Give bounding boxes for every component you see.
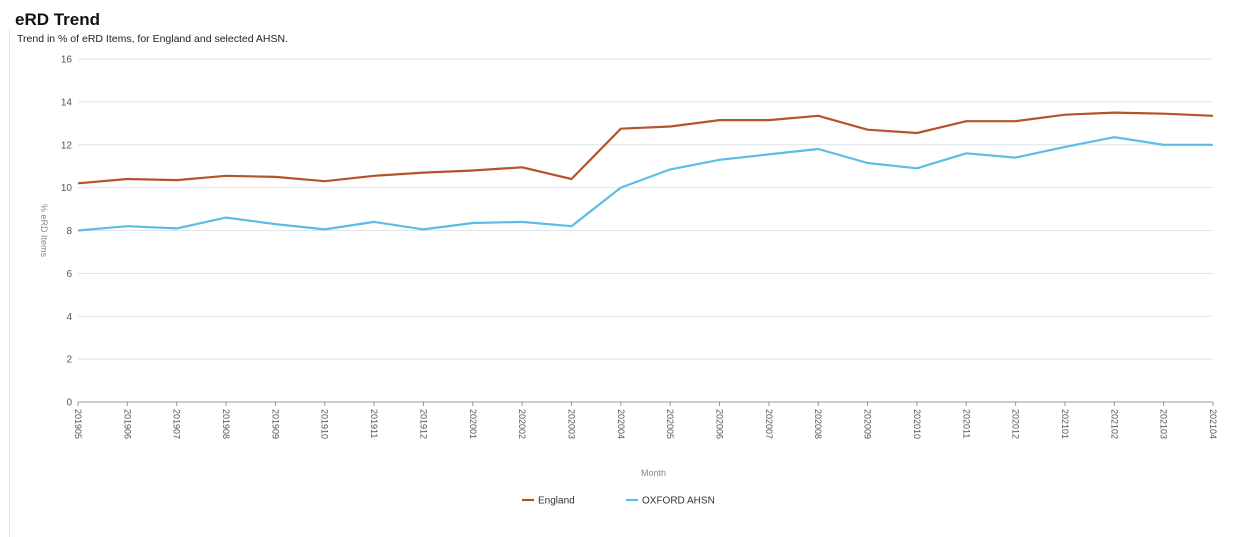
legend: England OXFORD AHSN <box>522 496 715 507</box>
x-tick-label: 202010 <box>912 409 922 439</box>
x-tick-label: 201906 <box>122 409 132 439</box>
x-tick-label: 201912 <box>418 409 428 439</box>
series-lines <box>77 111 1214 232</box>
series-line <box>77 111 1214 185</box>
x-tick-label: 202007 <box>764 409 774 439</box>
x-tick-label: 202102 <box>1109 409 1119 439</box>
x-tick-label: 201907 <box>172 409 182 439</box>
y-tick-label: 10 <box>61 183 73 194</box>
legend-label: OXFORD AHSN <box>642 496 715 507</box>
legend-label: England <box>538 496 575 507</box>
panel-border <box>9 30 10 537</box>
y-tick-label: 2 <box>66 355 72 366</box>
x-tick-label: 202002 <box>517 409 527 439</box>
y-tick-label: 16 <box>61 55 73 66</box>
x-tick-label: 202003 <box>566 409 576 439</box>
x-tick-label: 201910 <box>320 409 330 439</box>
x-tick-label: 202006 <box>715 409 725 439</box>
y-tick-label: 8 <box>66 226 72 237</box>
y-tick-label: 4 <box>66 312 72 323</box>
x-tick-label: 202004 <box>616 409 626 439</box>
x-tick-label: 202103 <box>1159 409 1169 439</box>
x-tick-label: 202012 <box>1011 409 1021 439</box>
y-axis-ticks: 0 2 4 6 8 10 12 14 16 <box>61 55 73 409</box>
chart-subtitle: Trend in % of eRD Items, for England and… <box>17 33 288 45</box>
y-axis-label: % eRD Items <box>39 204 49 258</box>
x-axis-ticks: 201905 201906 201907 201908 201909 201910 2019… <box>73 402 1218 439</box>
series-line <box>77 136 1213 232</box>
y-tick-label: 6 <box>66 269 72 280</box>
chart-title: eRD Trend <box>15 10 101 29</box>
x-tick-label: 202101 <box>1060 409 1070 439</box>
x-tick-label: 201909 <box>270 409 280 439</box>
x-tick-label: 202009 <box>863 409 873 439</box>
x-axis-label: Month <box>641 468 666 478</box>
x-tick-label: 201905 <box>73 409 83 439</box>
x-tick-label: 202005 <box>665 409 675 439</box>
x-tick-label: 202001 <box>468 409 478 439</box>
y-tick-label: 14 <box>61 97 73 108</box>
x-tick-label: 202104 <box>1208 409 1218 439</box>
gridlines <box>78 58 1213 403</box>
x-tick-label: 202008 <box>813 409 823 439</box>
x-tick-label: 201911 <box>369 409 379 438</box>
x-tick-label: 201908 <box>221 409 231 439</box>
y-tick-label: 0 <box>66 398 72 409</box>
y-tick-label: 12 <box>61 140 73 151</box>
x-tick-label: 202011 <box>961 409 971 438</box>
